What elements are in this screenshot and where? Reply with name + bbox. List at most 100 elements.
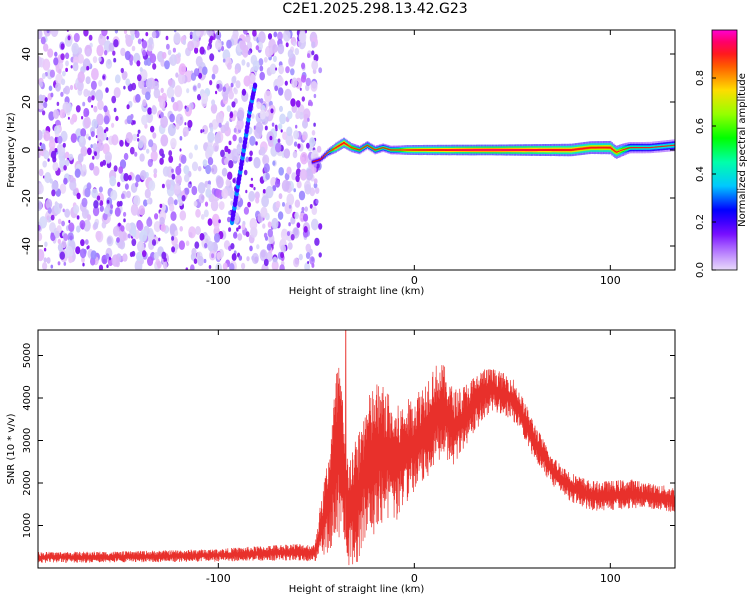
- noise-speckle: [91, 118, 98, 129]
- y-tick-label: -40: [20, 237, 33, 255]
- noise-speckle: [235, 80, 241, 89]
- noise-speckle: [103, 115, 110, 125]
- noise-speckle: [62, 208, 65, 213]
- noise-speckles: [38, 30, 323, 270]
- noise-speckle: [181, 195, 186, 202]
- noise-speckle: [54, 51, 58, 57]
- noise-speckle: [43, 43, 49, 52]
- noise-speckle: [44, 97, 48, 103]
- noise-speckle: [262, 189, 266, 194]
- noise-speckle: [134, 30, 140, 39]
- noise-speckle: [123, 85, 126, 90]
- noise-speckle: [136, 251, 143, 262]
- noise-speckle: [170, 211, 177, 222]
- noise-speckle: [57, 144, 66, 157]
- noise-speckle: [231, 101, 236, 108]
- noise-speckle: [164, 60, 170, 70]
- noise-speckle: [205, 238, 209, 244]
- noise-speckle: [230, 82, 234, 88]
- x-tick-label: 100: [600, 572, 621, 585]
- noise-speckle: [249, 84, 253, 90]
- noise-speckle: [182, 126, 189, 137]
- noise-speckle: [79, 136, 84, 143]
- noise-speckle: [91, 68, 99, 81]
- streak-point: [252, 82, 258, 89]
- noise-speckle: [54, 125, 60, 135]
- noise-speckle: [308, 99, 313, 106]
- noise-speckle: [138, 205, 145, 216]
- noise-speckle: [126, 104, 130, 110]
- noise-speckle: [211, 164, 218, 175]
- noise-speckle: [118, 166, 124, 174]
- noise-speckle: [226, 39, 232, 49]
- noise-speckle: [204, 201, 209, 207]
- noise-speckle: [69, 235, 73, 241]
- noise-speckle: [38, 94, 43, 101]
- noise-speckle: [232, 134, 237, 142]
- noise-speckle: [311, 41, 316, 49]
- noise-speckle: [207, 131, 215, 143]
- noise-speckle: [222, 262, 228, 270]
- noise-speckle: [82, 101, 86, 107]
- noise-speckle: [130, 34, 135, 41]
- noise-speckle: [256, 244, 260, 250]
- noise-speckle: [211, 253, 215, 259]
- noise-speckle: [303, 226, 308, 233]
- noise-speckle: [287, 242, 293, 250]
- noise-speckle: [184, 122, 187, 126]
- noise-speckle: [295, 124, 298, 129]
- noise-speckle: [296, 180, 302, 189]
- y-tick-label: 1000: [22, 513, 33, 538]
- noise-speckle: [140, 170, 147, 181]
- noise-speckle: [283, 148, 291, 159]
- noise-speckle: [318, 67, 323, 74]
- noise-speckle: [178, 63, 187, 75]
- noise-speckle: [215, 189, 222, 198]
- noise-speckle: [175, 123, 180, 130]
- noise-speckle: [185, 240, 190, 247]
- noise-speckle: [293, 141, 298, 147]
- noise-speckle: [294, 199, 301, 208]
- noise-speckle: [137, 138, 140, 142]
- noise-speckle: [153, 168, 158, 175]
- noise-speckle: [179, 226, 183, 232]
- noise-speckle: [282, 202, 285, 207]
- noise-speckle: [269, 63, 277, 75]
- noise-speckle: [113, 87, 121, 98]
- noise-speckle: [205, 164, 212, 175]
- noise-speckle: [209, 80, 213, 86]
- noise-speckle: [142, 49, 147, 57]
- noise-speckle: [83, 219, 91, 232]
- noise-speckle: [137, 221, 144, 232]
- ridge: [311, 137, 675, 166]
- noise-speckle: [38, 56, 43, 68]
- noise-speckle: [168, 155, 174, 163]
- noise-speckle: [250, 73, 256, 83]
- noise-speckle: [45, 198, 53, 210]
- noise-speckle: [98, 80, 103, 87]
- noise-speckle: [227, 171, 233, 180]
- noise-speckle: [103, 105, 108, 113]
- noise-speckle: [209, 53, 215, 62]
- noise-speckle: [286, 231, 291, 237]
- noise-speckle: [185, 267, 189, 270]
- noise-speckle: [98, 186, 103, 193]
- noise-speckle: [42, 262, 48, 270]
- noise-speckle: [275, 127, 278, 132]
- noise-speckle: [284, 172, 290, 181]
- noise-speckle: [198, 193, 205, 204]
- noise-speckle: [41, 110, 46, 116]
- noise-speckle: [130, 203, 139, 216]
- noise-speckle: [209, 127, 214, 133]
- noise-speckle: [278, 65, 284, 75]
- noise-speckle: [52, 161, 59, 172]
- noise-speckle: [245, 189, 248, 194]
- noise-speckle: [166, 86, 175, 99]
- noise-speckle: [238, 225, 241, 230]
- noise-speckle: [259, 109, 266, 120]
- noise-speckle: [175, 165, 182, 176]
- noise-speckle: [98, 264, 104, 270]
- noise-speckle: [220, 124, 226, 134]
- ridge-core: [312, 142, 675, 163]
- noise-speckle: [264, 125, 268, 131]
